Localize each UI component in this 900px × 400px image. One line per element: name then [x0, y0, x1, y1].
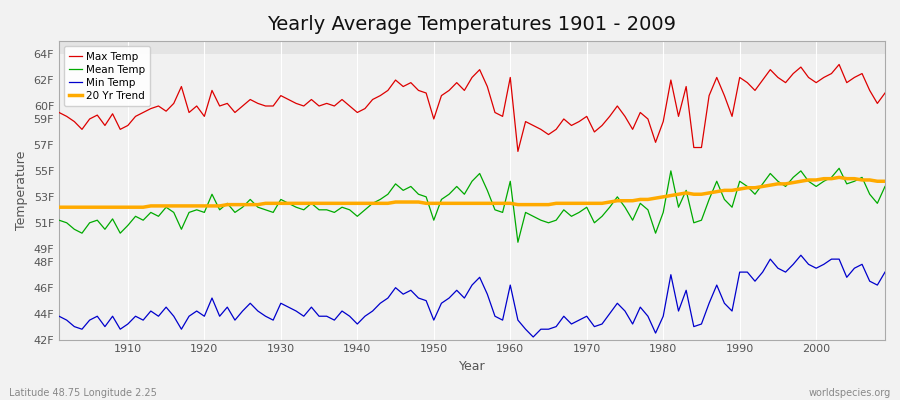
20 Yr Trend: [54, 205, 65, 210]
Mean Temp: [54, 218, 65, 222]
Max Temp: [833, 62, 844, 67]
Max Temp: [284, 97, 294, 102]
Mean Temp: [497, 210, 508, 215]
Max Temp: [879, 91, 890, 96]
Mean Temp: [115, 231, 126, 236]
Mean Temp: [329, 210, 340, 215]
Min Temp: [54, 314, 65, 319]
Text: Latitude 48.75 Longitude 2.25: Latitude 48.75 Longitude 2.25: [9, 388, 157, 398]
Max Temp: [505, 75, 516, 80]
X-axis label: Year: Year: [459, 360, 485, 373]
Min Temp: [505, 283, 516, 288]
Bar: [59, 54, 885, 80]
Line: 20 Yr Trend: 20 Yr Trend: [59, 177, 885, 207]
20 Yr Trend: [329, 201, 340, 206]
Bar: [59, 106, 885, 119]
Line: Min Temp: Min Temp: [59, 255, 885, 337]
Bar: [59, 145, 885, 171]
Mean Temp: [833, 166, 844, 171]
20 Yr Trend: [833, 175, 844, 180]
Y-axis label: Temperature: Temperature: [15, 151, 28, 230]
Bar: [59, 171, 885, 197]
Max Temp: [115, 127, 126, 132]
Mean Temp: [879, 184, 890, 189]
Max Temp: [54, 110, 65, 115]
20 Yr Trend: [284, 201, 294, 206]
Mean Temp: [505, 179, 516, 184]
Min Temp: [879, 270, 890, 274]
Min Temp: [115, 327, 126, 332]
Mean Temp: [604, 205, 615, 210]
Bar: [59, 197, 885, 223]
Bar: [59, 119, 885, 145]
Line: Mean Temp: Mean Temp: [59, 168, 885, 242]
20 Yr Trend: [879, 179, 890, 184]
Max Temp: [604, 114, 615, 119]
Min Temp: [284, 305, 294, 310]
Line: Max Temp: Max Temp: [59, 64, 885, 152]
Text: worldspecies.org: worldspecies.org: [809, 388, 891, 398]
Bar: [59, 223, 885, 249]
Max Temp: [329, 104, 340, 108]
Max Temp: [497, 114, 508, 119]
Title: Yearly Average Temperatures 1901 - 2009: Yearly Average Temperatures 1901 - 2009: [267, 15, 677, 34]
20 Yr Trend: [505, 201, 516, 206]
20 Yr Trend: [597, 201, 608, 206]
Legend: Max Temp, Mean Temp, Min Temp, 20 Yr Trend: Max Temp, Mean Temp, Min Temp, 20 Yr Tre…: [64, 46, 150, 106]
Bar: [59, 80, 885, 106]
Min Temp: [604, 311, 615, 316]
Min Temp: [497, 318, 508, 322]
20 Yr Trend: [497, 201, 508, 206]
Mean Temp: [284, 201, 294, 206]
Min Temp: [527, 334, 538, 339]
Min Temp: [796, 253, 806, 258]
Bar: [59, 249, 885, 262]
Mean Temp: [512, 240, 523, 245]
Max Temp: [512, 149, 523, 154]
20 Yr Trend: [115, 205, 126, 210]
Min Temp: [329, 318, 340, 322]
Bar: [59, 288, 885, 314]
Bar: [59, 314, 885, 340]
Bar: [59, 262, 885, 288]
